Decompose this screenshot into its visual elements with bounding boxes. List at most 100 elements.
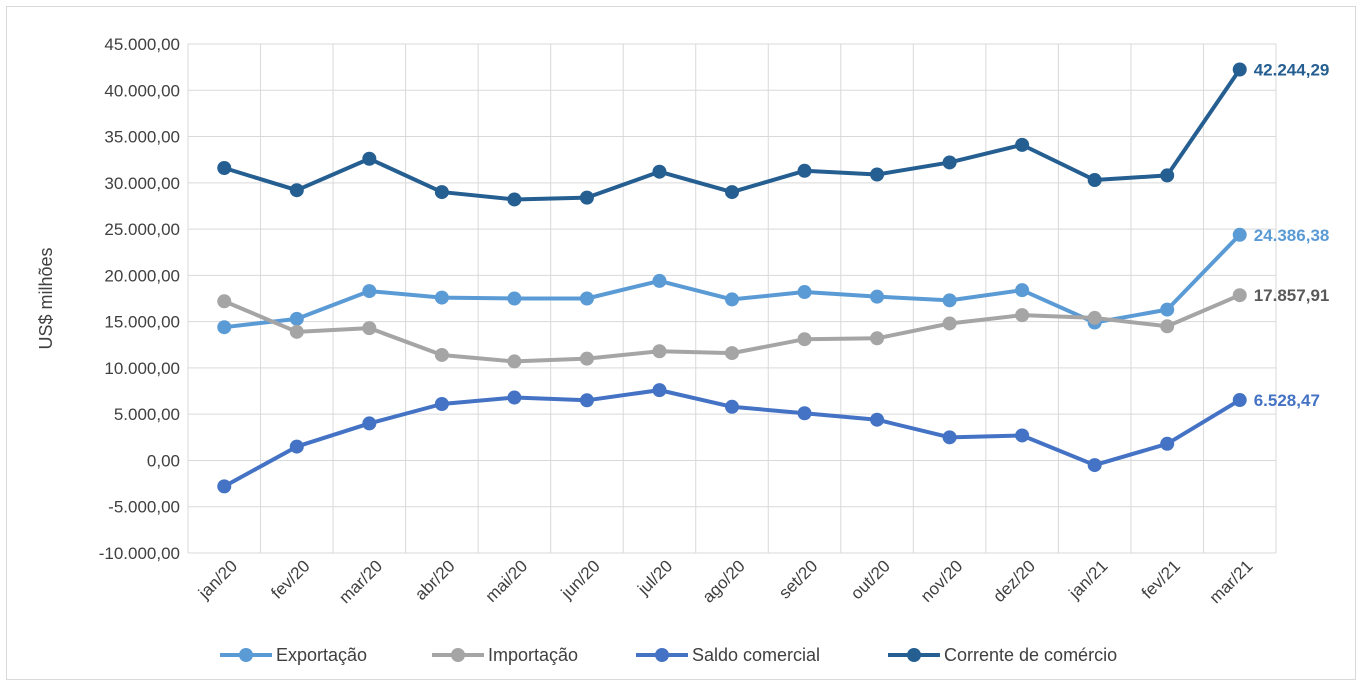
legend-swatch-marker — [239, 648, 253, 662]
data-point — [870, 289, 885, 304]
legend-item: Exportação — [220, 645, 367, 665]
x-tick-label: mar/21 — [1206, 556, 1257, 607]
data-point — [652, 164, 667, 179]
data-point — [217, 161, 232, 176]
x-tick-label: jul/20 — [633, 556, 676, 599]
data-point — [1160, 319, 1175, 334]
x-tick-label: fev/21 — [1138, 556, 1184, 602]
data-point — [1160, 302, 1175, 317]
data-point — [725, 399, 739, 414]
data-point — [579, 291, 594, 306]
y-tick-label: 40.000,00 — [104, 81, 180, 100]
data-point — [870, 412, 885, 427]
x-tick-label: out/20 — [847, 556, 894, 603]
data-point — [942, 293, 957, 308]
legend-swatch-marker — [907, 648, 921, 662]
data-point — [579, 190, 594, 205]
legend-item: Corrente de comércio — [888, 645, 1117, 665]
data-point — [507, 354, 522, 369]
x-tick-label: set/20 — [775, 556, 821, 602]
x-tick-label: abr/20 — [411, 556, 459, 604]
data-point — [1087, 173, 1102, 188]
data-point — [579, 393, 594, 408]
data-point — [434, 290, 449, 305]
data-point — [652, 383, 667, 398]
x-tick-label: mai/20 — [482, 556, 532, 606]
data-point — [797, 406, 812, 421]
y-tick-label: 0,00 — [147, 451, 180, 470]
x-tick-label: mar/20 — [335, 556, 386, 607]
data-point — [725, 292, 739, 307]
x-tick-label: ago/20 — [699, 556, 749, 606]
data-point — [362, 416, 377, 431]
y-tick-label: 45.000,00 — [104, 35, 180, 54]
x-tick-label: jan/21 — [1065, 556, 1112, 603]
y-axis-ticks: 45.000,00 40.000,00 35.000,00 30.000,00 25.0… — [99, 35, 180, 563]
data-point — [1015, 137, 1030, 152]
series-2 — [217, 383, 1247, 494]
data-point — [217, 320, 232, 335]
series-3 — [217, 62, 1247, 207]
data-point — [507, 390, 522, 405]
data-point — [289, 324, 304, 339]
y-tick-label: 25.000,00 — [104, 220, 180, 239]
y-tick-label: 20.000,00 — [104, 266, 180, 285]
data-point — [652, 273, 667, 288]
data-point — [1087, 310, 1102, 325]
legend-swatch-marker — [451, 648, 465, 662]
series-line — [222, 232, 1242, 330]
data-point — [725, 346, 739, 361]
end-value-label: 24.386,38 — [1254, 226, 1330, 245]
y-tick-label: 15.000,00 — [104, 313, 180, 332]
legend-item: Saldo comercial — [636, 645, 820, 665]
data-point — [1015, 308, 1030, 323]
legend-label: Corrente de comércio — [944, 645, 1117, 665]
data-point — [362, 321, 377, 336]
x-tick-label: fev/20 — [267, 556, 313, 602]
y-tick-label: 5.000,00 — [114, 405, 180, 424]
data-point — [797, 285, 812, 300]
y-tick-label: 30.000,00 — [104, 174, 180, 193]
data-point — [289, 183, 304, 198]
data-point — [1232, 288, 1247, 303]
end-value-label: 17.857,91 — [1254, 286, 1330, 305]
y-tick-label: -10.000,00 — [99, 544, 180, 563]
data-point — [1160, 436, 1175, 451]
data-point — [434, 185, 449, 200]
data-point — [362, 284, 377, 299]
y-tick-label: -5.000,00 — [108, 498, 180, 517]
series-lines — [217, 62, 1247, 494]
x-axis-ticks: jan/20 fev/20 mar/20 abr/20 mai/20 jun/20 jul/… — [194, 556, 1256, 607]
data-point — [870, 167, 885, 182]
data-point — [434, 397, 449, 412]
data-point — [1087, 458, 1102, 473]
x-tick-label: nov/20 — [917, 556, 967, 606]
legend-label: Importação — [488, 645, 578, 665]
y-axis-label: US$ milhões — [36, 247, 56, 349]
legend-item: Importação — [432, 645, 578, 665]
data-point — [289, 439, 304, 454]
y-tick-label: 35.000,00 — [104, 128, 180, 147]
data-point — [725, 185, 739, 200]
data-point — [1232, 393, 1247, 408]
series-line — [222, 67, 1242, 202]
data-point — [579, 351, 594, 366]
data-point — [289, 311, 304, 326]
legend: Exportação Importação Saldo comercial Corre… — [220, 645, 1117, 665]
legend-swatch-marker — [655, 648, 669, 662]
data-point — [434, 347, 449, 362]
data-point — [1015, 428, 1030, 443]
legend-label: Exportação — [276, 645, 367, 665]
legend-label: Saldo comercial — [692, 645, 820, 665]
data-point — [362, 151, 377, 166]
data-point — [507, 291, 522, 306]
data-labels: 24.386,38 17.857,91 6.528,47 42.244,29 — [1254, 61, 1330, 411]
x-tick-label: jan/20 — [194, 556, 241, 603]
data-point — [217, 479, 232, 494]
data-point — [942, 155, 957, 170]
data-point — [797, 332, 812, 347]
data-point — [1015, 283, 1030, 298]
series-0 — [217, 227, 1247, 335]
data-point — [797, 163, 812, 178]
